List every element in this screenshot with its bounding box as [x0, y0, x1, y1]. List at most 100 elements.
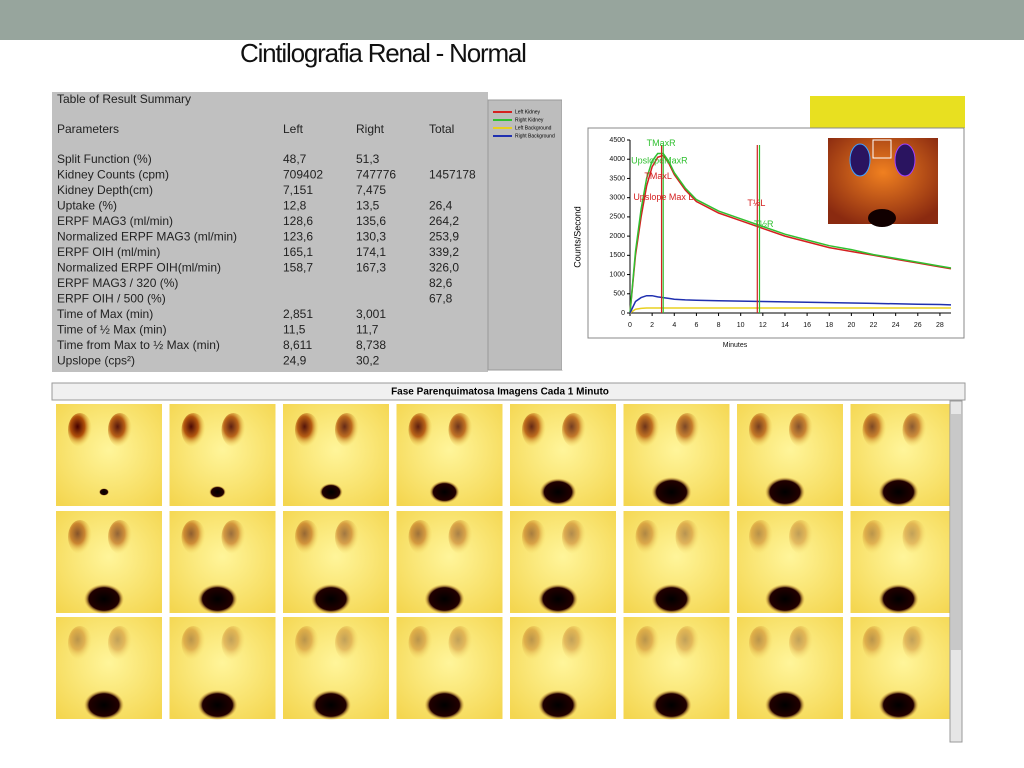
- kidney-left: [749, 413, 773, 447]
- scan-image: [623, 404, 730, 507]
- kidney-left: [635, 413, 660, 447]
- x-tick-label: 0: [628, 322, 632, 329]
- kidney-right: [221, 413, 246, 447]
- kidney-right: [562, 626, 586, 660]
- table-cell: Split Function (%): [57, 152, 152, 166]
- table-cell: 13,5: [356, 199, 380, 213]
- bladder: [311, 690, 351, 720]
- table-cell: ERPF OIH (ml/min): [57, 245, 160, 259]
- kidney-right: [335, 520, 359, 554]
- kidney-right: [335, 626, 359, 660]
- scan-image: [396, 404, 503, 506]
- x-tick-label: 8: [717, 322, 721, 329]
- scan-image: [169, 511, 276, 614]
- bladder: [878, 584, 919, 614]
- y-tick-label: 3000: [609, 195, 625, 202]
- x-tick-label: 6: [694, 322, 698, 329]
- x-tick-label: 10: [737, 322, 745, 329]
- scan-image: [56, 511, 162, 614]
- kidney-left: [181, 520, 206, 554]
- kidney-right: [789, 520, 813, 554]
- x-tick-label: 4: [672, 322, 676, 329]
- slide-title: Cintilografia Renal - Normal: [240, 38, 526, 68]
- table-cell: 128,6: [283, 214, 313, 228]
- table-cell: 135,6: [356, 214, 386, 228]
- table-cell: 8,611: [283, 338, 312, 352]
- kidney-left: [522, 626, 546, 660]
- kidney-left: [635, 626, 660, 660]
- bladder: [424, 584, 465, 614]
- table-cell: ERPF MAG3 / 320 (%): [57, 276, 178, 290]
- bladder: [765, 477, 805, 507]
- table-cell: 158,7: [283, 261, 313, 275]
- table-header: Parameters: [57, 122, 119, 136]
- kidney-right: [902, 413, 927, 447]
- table-cell: 11,7: [356, 323, 379, 337]
- kidney-right: [448, 626, 473, 660]
- table-cell: 130,3: [356, 230, 386, 244]
- scan-image: [283, 511, 389, 614]
- bladder: [197, 584, 238, 614]
- kidney-left: [408, 413, 433, 447]
- scan-image: [510, 511, 616, 614]
- kidney-left: [749, 520, 773, 554]
- y-tick-label: 3500: [609, 175, 625, 182]
- bladder: [539, 478, 577, 506]
- images-header: [51, 382, 966, 401]
- bladder: [311, 584, 351, 614]
- bladder: [878, 477, 919, 507]
- table-cell: Uptake (%): [57, 199, 117, 213]
- y-tick-label: 2000: [609, 233, 625, 240]
- x-tick-label: 26: [914, 322, 922, 329]
- table-cell: Kidney Depth(cm): [57, 183, 153, 197]
- kidney-left: [68, 520, 92, 554]
- table-cell: 123,6: [283, 230, 313, 244]
- kidney-right: [675, 520, 700, 554]
- bladder: [84, 584, 124, 614]
- table-cell: 3,001: [356, 307, 386, 321]
- x-tick-label: 20: [847, 322, 855, 329]
- scan-image: [623, 511, 730, 614]
- table-cell: 7,475: [356, 183, 386, 197]
- kidney-right: [562, 520, 586, 554]
- kidney-right: [789, 626, 813, 660]
- kidney-left: [749, 626, 773, 660]
- bladder: [197, 690, 238, 720]
- series-line: [629, 307, 951, 314]
- table-cell: 326,0: [429, 261, 459, 275]
- y-tick-label: 1000: [609, 271, 625, 278]
- bladder: [651, 477, 692, 507]
- kidney-right: [562, 413, 586, 447]
- kidney-right: [448, 413, 473, 447]
- x-tick-label: 24: [892, 322, 900, 329]
- table-cell: Normalized ERPF OIH(ml/min): [57, 261, 221, 275]
- bladder: [424, 690, 465, 720]
- series-line: [629, 152, 952, 314]
- annotation: TMaxR: [647, 138, 677, 148]
- bladder: [319, 483, 343, 501]
- kidney-left: [181, 413, 206, 447]
- kidney-right: [108, 413, 132, 447]
- bladder: [538, 584, 578, 614]
- table-cell: 48,7: [283, 152, 307, 166]
- scroll-thumb[interactable]: [951, 414, 961, 650]
- legend-label: Left Background: [515, 125, 552, 131]
- bladder: [765, 690, 805, 720]
- x-tick-label: 2: [650, 322, 654, 329]
- scan-image: [850, 617, 957, 720]
- table-cell: 7,151: [283, 183, 313, 197]
- x-tick-label: 18: [825, 322, 833, 329]
- table-caption: Table of Result Summary: [57, 92, 191, 106]
- y-tick-label: 1500: [609, 252, 625, 259]
- table-cell: 8,738: [356, 338, 386, 352]
- scan-image: [56, 617, 162, 720]
- scan-image: [737, 404, 843, 507]
- kidney-left: [295, 626, 319, 660]
- kidney-right: [675, 626, 700, 660]
- annotation: T½R: [754, 219, 774, 229]
- scan-image: [283, 617, 389, 720]
- scan-image: [510, 617, 616, 720]
- table-cell: Time of Max (min): [57, 307, 153, 321]
- table-cell: 339,2: [429, 245, 459, 259]
